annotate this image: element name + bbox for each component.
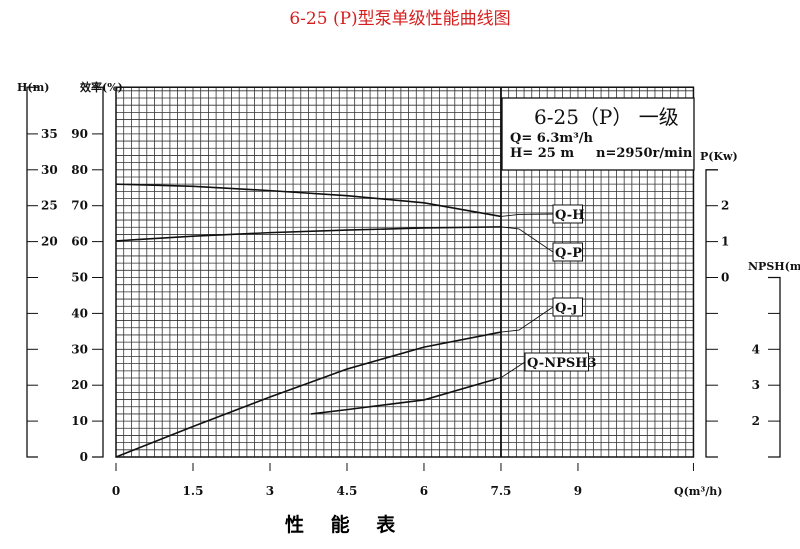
efficiency-tick-label: 60 — [71, 235, 88, 249]
x-tick-label: 3 — [266, 484, 274, 498]
head-tick-label: 35 — [41, 127, 58, 141]
x-tick-label: 6 — [420, 484, 428, 498]
npsh-axis-line — [768, 276, 781, 458]
info-box: 6-25（P） 一级 Q= 6.3m³/h H= 25 m n=2950r/mi… — [501, 97, 695, 171]
efficiency-tick-label: 80 — [71, 163, 88, 177]
x-tick-label: 1.5 — [183, 484, 204, 498]
curve-q-p — [115, 226, 501, 242]
npsh-tick-label: 2 — [752, 414, 760, 428]
curve-q- — [115, 331, 502, 458]
axes: 0 1.5 3 4.5 6 7.5 9 Q(m³/h)0102030405060708090效… — [17, 80, 800, 498]
head-axis-line — [26, 86, 38, 458]
series-label: Q-P — [555, 246, 582, 261]
series-label-box — [552, 242, 583, 262]
power-tick-label: 1 — [721, 235, 729, 249]
efficiency-tick-label: 30 — [71, 342, 88, 356]
leader-line — [500, 213, 554, 217]
power-tick-label: 0 — [721, 271, 729, 285]
plot-frame — [115, 86, 695, 458]
curve-q-npsh3 — [310, 378, 497, 415]
x-axis-label: Q(m³/h) — [674, 485, 722, 498]
curves: Q-H Q-P Q-ȷ Q-NPSH3 — [115, 183, 597, 458]
efficiency-tick-label: 40 — [71, 306, 88, 320]
info-model: 6-25（P） 一级 — [534, 105, 679, 129]
series-label: Q-H — [555, 208, 584, 223]
power-tick-label: 2 — [721, 199, 729, 213]
x-tick-label: 4.5 — [337, 484, 358, 498]
series-label-box — [552, 204, 583, 224]
info-box-frame — [501, 97, 695, 171]
npsh-tick-label: 3 — [752, 378, 760, 392]
head-tick-label: 25 — [41, 199, 58, 213]
chart-title: 6-25 (P)型泵单级性能曲线图 — [289, 9, 511, 29]
leader-line — [500, 306, 554, 333]
efficiency-tick-label: 20 — [71, 378, 88, 392]
head-axis-label: H(m) — [17, 81, 49, 94]
x-tick-label: 0 — [112, 484, 120, 498]
efficiency-tick-label: 0 — [80, 450, 88, 464]
series-label-box — [552, 297, 583, 317]
npsh-tick-label: 4 — [752, 342, 760, 356]
series-label: Q-ȷ — [555, 301, 577, 316]
info-speed: n=2950r/min — [596, 146, 693, 161]
series-label-box — [524, 352, 589, 372]
info-head: H= 25 m — [510, 146, 574, 161]
power-axis-label: P(Kw) — [700, 150, 738, 163]
series-label: Q-NPSH3 — [527, 356, 597, 371]
efficiency-tick-label: 50 — [71, 271, 88, 285]
efficiency-tick-label: 90 — [71, 127, 88, 141]
curve-q-h — [115, 183, 502, 218]
efficiency-tick-label: 70 — [71, 199, 88, 213]
efficiency-axis-line — [92, 86, 104, 458]
leader-line — [495, 361, 526, 380]
head-tick-label: 20 — [41, 235, 58, 249]
efficiency-axis-label: 效率(%) — [80, 80, 123, 94]
leader-line — [500, 226, 554, 253]
npsh-axis-label: NPSH(m) — [748, 260, 800, 273]
efficiency-tick-label: 10 — [71, 414, 88, 428]
x-tick-label: 9 — [574, 484, 582, 498]
footer-label: 性 能 表 — [285, 514, 406, 536]
head-tick-label: 30 — [41, 163, 58, 177]
info-flow: Q= 6.3m³/h — [510, 131, 594, 146]
grid — [115, 86, 695, 458]
x-tick-label: 7.5 — [491, 484, 512, 498]
